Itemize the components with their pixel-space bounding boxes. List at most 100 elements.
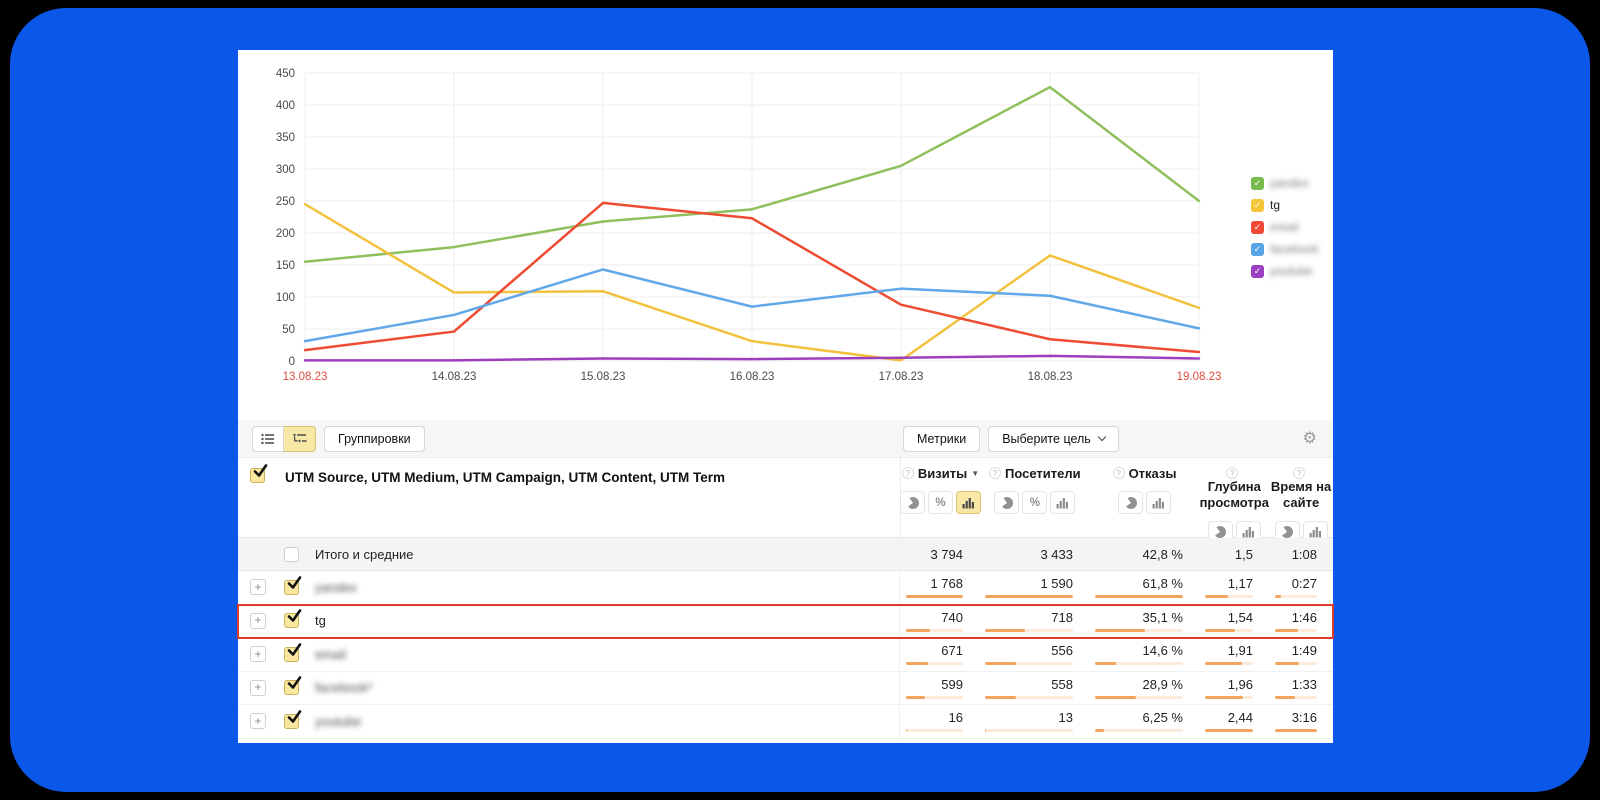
- totals-checkbox[interactable]: [284, 546, 299, 562]
- row-name-label[interactable]: youtube: [315, 713, 362, 729]
- x-tick-label: 15.08.23: [581, 371, 626, 383]
- metrica-report-panel: 0 50 100 150 200 250 300 350 400 450 13.08.23 14.08…: [237, 50, 1334, 743]
- pie-chart-icon: [1214, 526, 1227, 538]
- legend-checkbox[interactable]: ✓: [1251, 176, 1264, 190]
- metric-cell: 1,54: [1199, 605, 1269, 638]
- metric-header[interactable]: ? Посетители: [989, 466, 1081, 482]
- legend-item-yandex[interactable]: ✓ yandex: [1251, 172, 1319, 194]
- expand-row-button[interactable]: +: [250, 713, 266, 730]
- toolbar-right-group: Метрики Выберите цель: [903, 425, 1119, 452]
- percent-icon: %: [935, 496, 946, 509]
- help-icon[interactable]: ?: [901, 467, 914, 479]
- percent-toggle-button[interactable]: %: [928, 491, 953, 515]
- metric-cell: 1 768: [900, 571, 979, 604]
- value-bar-fill: [985, 628, 1025, 632]
- expand-row-button[interactable]: +: [250, 579, 266, 596]
- percent-icon: %: [1029, 496, 1040, 509]
- legend-checkbox[interactable]: ✓: [1251, 264, 1264, 278]
- expand-row-button[interactable]: +: [250, 612, 266, 629]
- metric-values: 1 768 1 590 61,8 % 1,17 0:27: [899, 571, 1333, 604]
- row-name-label[interactable]: yandex: [315, 579, 357, 595]
- bar-chart-icon: [1152, 497, 1165, 509]
- value-bar-fill: [985, 662, 1016, 666]
- dimensions-checkbox[interactable]: [250, 464, 268, 483]
- pie-toggle-button[interactable]: [994, 491, 1020, 515]
- metric-cell: 3:16: [1269, 705, 1333, 738]
- legend-checkbox[interactable]: ✓: [1251, 198, 1264, 212]
- value-bar-track: [906, 729, 963, 733]
- row-checkbox[interactable]: [284, 676, 302, 696]
- legend-item-tg[interactable]: ✓ tg: [1251, 194, 1319, 216]
- row-checkbox[interactable]: [284, 709, 302, 729]
- value-bar-fill: [985, 595, 1073, 599]
- value-bar-fill: [1205, 628, 1236, 632]
- value-bar-fill: [1275, 628, 1298, 632]
- bar-toggle-button[interactable]: [956, 491, 981, 515]
- select-goal-button[interactable]: Выберите цель: [988, 425, 1119, 452]
- row-checkbox[interactable]: [284, 642, 302, 662]
- row-checkbox[interactable]: [284, 575, 302, 595]
- metric-value: 718: [1051, 609, 1073, 625]
- metric-cell: 1:49: [1269, 638, 1333, 671]
- metric-value: 1:49: [1291, 643, 1317, 659]
- list-view-button[interactable]: [252, 425, 284, 452]
- percent-toggle-button[interactable]: %: [1022, 491, 1048, 515]
- totals-label: Итого и средние: [315, 546, 414, 562]
- metric-value: 671: [941, 643, 963, 659]
- legend-label: tg: [1270, 198, 1281, 212]
- metric-cell: 558: [979, 672, 1089, 705]
- metric-cell: 718: [979, 605, 1089, 638]
- display-mode-toggles: %: [899, 491, 983, 515]
- tree-view-button[interactable]: [284, 425, 316, 452]
- groupings-button[interactable]: Группировки: [324, 425, 425, 452]
- legend-checkbox[interactable]: ✓: [1251, 242, 1264, 256]
- view-mode-switch: [252, 425, 316, 452]
- value-bar-fill: [906, 628, 930, 632]
- metric-header[interactable]: ? Глубина просмотра: [1199, 466, 1269, 512]
- legend-item-email[interactable]: ✓ email: [1251, 216, 1319, 238]
- display-mode-toggles: [1117, 491, 1173, 515]
- y-tick-label: 300: [276, 164, 295, 176]
- metric-value: 558: [1051, 676, 1073, 692]
- pie-toggle-button[interactable]: [900, 491, 925, 515]
- help-icon[interactable]: ?: [989, 467, 1002, 479]
- help-icon[interactable]: ?: [1112, 467, 1125, 479]
- check-icon: [287, 609, 302, 623]
- metric-values: 740 718 35,1 % 1,54 1:46: [899, 604, 1333, 638]
- legend-checkbox[interactable]: ✓: [1251, 220, 1264, 234]
- row-name-label[interactable]: facebook*: [315, 680, 373, 696]
- metric-cell: 1,91: [1199, 638, 1269, 671]
- value-bar-track: [1205, 729, 1253, 733]
- pie-toggle-button[interactable]: [1118, 491, 1144, 515]
- metric-header[interactable]: ? Время на сайте: [1269, 466, 1333, 512]
- display-mode-toggles: [1206, 520, 1262, 544]
- gear-icon[interactable]: ⚙: [1302, 428, 1317, 447]
- value-bar-track: [1275, 695, 1317, 699]
- metric-header[interactable]: ? Визиты ▼: [901, 466, 979, 482]
- help-icon[interactable]: ?: [1226, 467, 1239, 479]
- metric-value: 3 794: [930, 546, 963, 562]
- x-tick-label: 19.08.23: [1177, 371, 1222, 383]
- metric-value: 14,6 %: [1142, 643, 1183, 659]
- help-icon[interactable]: ?: [1293, 467, 1306, 479]
- row-checkbox[interactable]: [284, 609, 302, 629]
- y-tick-label: 250: [276, 196, 295, 208]
- expand-row-button[interactable]: +: [250, 646, 266, 663]
- pie-toggle-button[interactable]: [1274, 520, 1300, 544]
- bar-toggle-button[interactable]: [1302, 520, 1328, 544]
- legend-item-youtube[interactable]: ✓ youtube: [1251, 260, 1319, 282]
- expand-row-button[interactable]: +: [250, 679, 266, 696]
- row-name-label[interactable]: email: [315, 646, 347, 662]
- row-name-label[interactable]: tg: [315, 613, 326, 629]
- metric-header[interactable]: ? Отказы: [1112, 466, 1177, 482]
- bar-toggle-button[interactable]: [1050, 491, 1076, 515]
- legend-label: facebook: [1270, 242, 1319, 256]
- bar-toggle-button[interactable]: [1146, 491, 1172, 515]
- pie-toggle-button[interactable]: [1207, 520, 1233, 544]
- legend-item-facebook[interactable]: ✓ facebook: [1251, 238, 1319, 260]
- metric-cell: 3 794: [900, 538, 979, 570]
- metrics-button[interactable]: Метрики: [903, 425, 981, 452]
- bar-chart-icon: [1242, 527, 1254, 538]
- metric-cell: 1:08: [1269, 538, 1333, 570]
- legend-label: youtube: [1270, 264, 1313, 278]
